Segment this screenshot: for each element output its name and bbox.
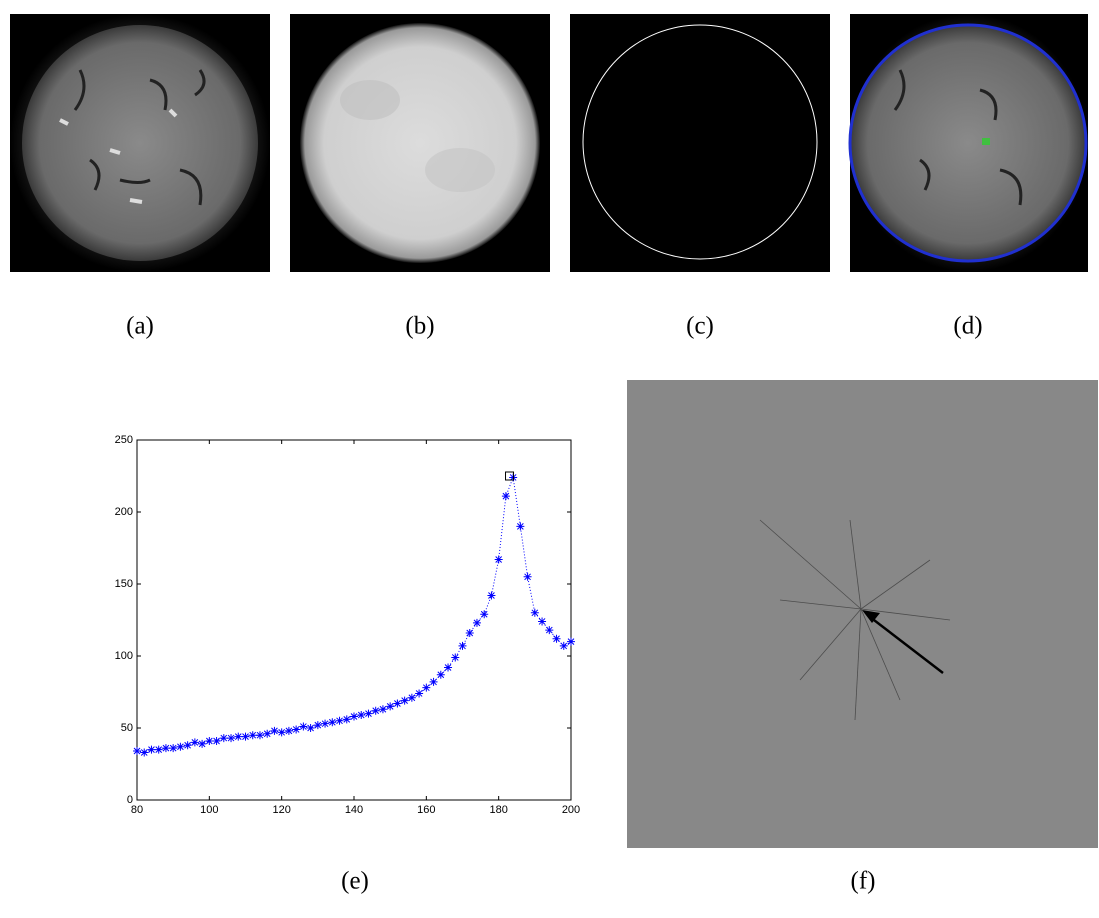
data-point xyxy=(154,745,163,754)
data-point xyxy=(190,738,199,747)
data-point xyxy=(299,722,308,731)
data-point xyxy=(472,618,481,627)
data-point xyxy=(234,732,243,741)
data-point xyxy=(219,734,228,743)
image-f xyxy=(627,380,1098,848)
panel-label: (a) xyxy=(126,313,154,340)
y-tick-label: 200 xyxy=(115,506,133,518)
data-point xyxy=(198,739,207,748)
data-point xyxy=(169,744,178,753)
data-point xyxy=(212,736,221,745)
data-point xyxy=(328,718,337,727)
data-point xyxy=(458,641,467,650)
data-point xyxy=(176,742,185,751)
image-a xyxy=(10,14,270,272)
panel-label: (c) xyxy=(686,313,714,340)
data-point xyxy=(552,634,561,643)
data-point xyxy=(480,610,489,619)
data-point xyxy=(422,683,431,692)
data-point xyxy=(183,741,192,750)
data-point xyxy=(545,626,554,635)
data-point xyxy=(444,663,453,672)
y-tick-label: 150 xyxy=(115,578,133,590)
y-tick-label: 50 xyxy=(121,722,133,734)
data-point xyxy=(494,555,503,564)
x-tick-label: 200 xyxy=(562,804,580,816)
image-c xyxy=(570,14,830,272)
data-point xyxy=(342,715,351,724)
data-point xyxy=(284,726,293,735)
data-point xyxy=(248,731,257,740)
x-tick-label: 120 xyxy=(272,804,290,816)
data-point xyxy=(415,689,424,698)
y-tick-label: 0 xyxy=(127,794,133,806)
data-point xyxy=(400,696,409,705)
panel-label: (e) xyxy=(341,868,369,895)
data-point xyxy=(559,641,568,650)
data-point xyxy=(393,699,402,708)
x-tick-label: 160 xyxy=(417,804,435,816)
data-point xyxy=(161,744,170,753)
data-point xyxy=(371,706,380,715)
x-tick-label: 180 xyxy=(489,804,507,816)
data-point xyxy=(407,693,416,702)
data-point xyxy=(378,705,387,714)
data-point xyxy=(255,731,264,740)
y-tick-label: 100 xyxy=(115,650,133,662)
data-point xyxy=(364,709,373,718)
image-d xyxy=(848,14,1088,272)
data-point xyxy=(516,522,525,531)
data-point xyxy=(313,721,322,730)
data-point xyxy=(263,729,272,738)
panel-label: (d) xyxy=(953,313,982,340)
image-b xyxy=(290,14,550,272)
data-point xyxy=(538,617,547,626)
data-point xyxy=(306,724,315,732)
data-point xyxy=(487,591,496,600)
data-point xyxy=(386,702,395,711)
x-tick-label: 140 xyxy=(345,804,363,816)
data-point xyxy=(335,716,344,725)
x-tick-label: 100 xyxy=(200,804,218,816)
y-tick-label: 250 xyxy=(115,434,133,446)
data-point xyxy=(523,572,532,581)
x-tick-label: 80 xyxy=(131,804,143,816)
data-point xyxy=(292,725,301,734)
panel-label: (b) xyxy=(405,313,434,340)
data-point xyxy=(205,736,214,745)
data-point xyxy=(350,712,358,721)
data-point xyxy=(227,734,236,743)
data-point xyxy=(140,748,149,757)
data-point xyxy=(530,608,539,617)
data-point xyxy=(321,719,330,728)
data-point xyxy=(147,745,156,754)
data-point xyxy=(270,726,279,735)
data-point xyxy=(436,670,445,679)
panel-label: (f) xyxy=(851,868,876,895)
data-point xyxy=(451,653,460,662)
peak-marker xyxy=(505,471,515,481)
data-point xyxy=(241,732,250,741)
data-point xyxy=(429,677,438,686)
data-point xyxy=(357,711,366,720)
data-point xyxy=(567,637,575,646)
data-point xyxy=(277,728,286,737)
data-point xyxy=(133,747,141,756)
data-point xyxy=(465,628,474,637)
data-point xyxy=(501,492,510,501)
